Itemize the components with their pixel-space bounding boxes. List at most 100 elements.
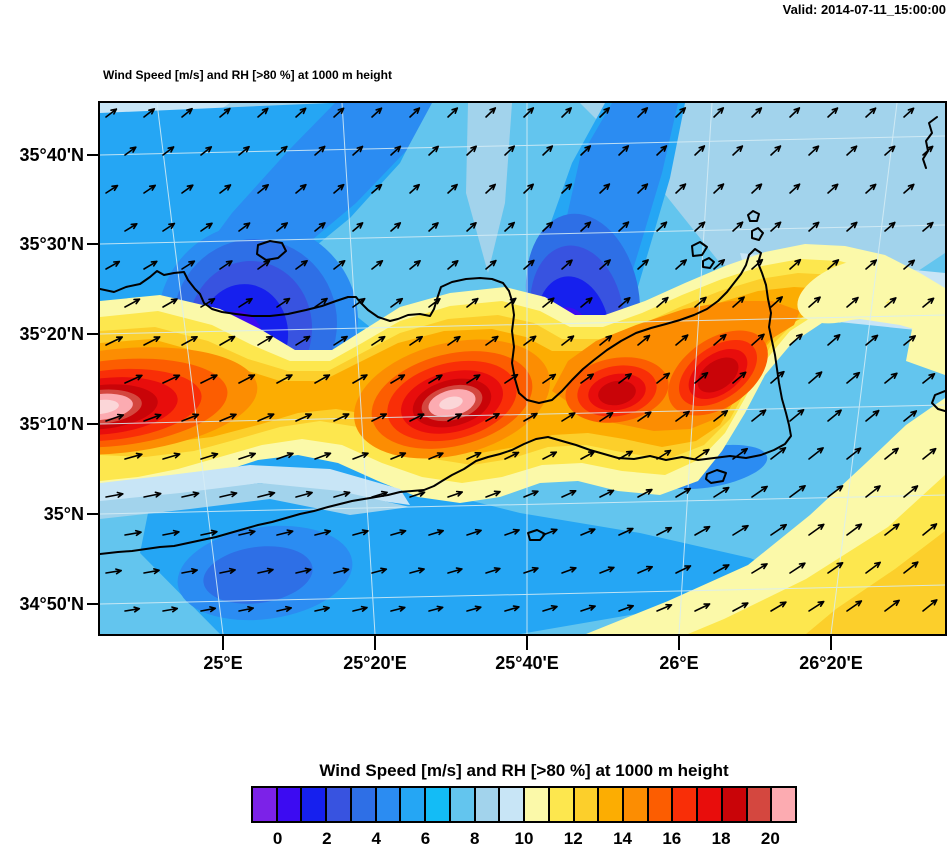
wind-arrow [713,183,725,194]
wind-arrow [276,145,288,156]
wind-arrow [656,372,671,384]
y-axis-tick [87,154,100,156]
wind-arrow [770,601,787,612]
x-axis-tick [222,635,224,650]
wind-arrow [333,413,350,422]
wind-arrow [618,145,630,156]
wind-arrow [561,490,577,498]
wind-arrow [466,605,482,612]
colorbar [251,786,797,823]
x-axis-tick [526,635,528,650]
wind-arrow [675,334,689,346]
wind-arrow [599,335,613,346]
wind-arrow [523,335,537,346]
wind-arrow [922,523,938,536]
wind-arrow [466,297,479,308]
wind-arrow [675,107,687,118]
x-axis-label: 25°20'E [343,653,407,673]
y-axis-label: 35°20'N [19,324,84,344]
wind-arrow [637,259,649,270]
wind-arrow [580,528,596,536]
wind-arrow [276,222,288,232]
wind-arrow [580,373,594,384]
wind-arrow [257,184,269,194]
wind-arrow [751,563,768,574]
y-axis-label: 34°50'N [19,594,84,614]
wind-arrow [409,567,425,574]
wind-arrow [257,413,275,422]
wind-arrow [371,335,386,346]
wind-arrow [485,335,499,346]
wind-arrow [124,452,143,460]
wind-arrow [827,107,839,118]
wind-arrow [219,335,236,346]
y-axis-label: 35°30'N [19,234,84,254]
wind-arrow [333,490,351,498]
wind-arrow [143,413,162,422]
wind-arrow [352,374,368,384]
wind-arrow [732,602,749,612]
wind-arrow [922,145,934,156]
wind-arrow [200,606,217,613]
wind-arrow [599,183,611,194]
wind-arrow [732,447,748,460]
wind-arrow [124,606,141,613]
wind-arrow [504,221,515,232]
wind-arrow [257,260,271,270]
wind-arrow [713,333,727,346]
wind-arrow [314,452,332,460]
wind-arrow [827,485,844,498]
colorbar-tick-label: 14 [613,829,632,848]
wind-arrow [105,413,124,422]
wind-arrow [561,335,575,346]
colorbar-segment [498,788,524,821]
wind-arrow [656,449,672,460]
wind-arrow [922,373,936,384]
wind-arrow [523,107,535,118]
wind-arrow [200,529,218,536]
wind-arrow [694,448,710,460]
wind-arrow [124,298,141,308]
wind-arrow [295,183,307,194]
wind-arrow [409,260,421,270]
wind-arrow [884,523,900,536]
wind-arrow [504,528,520,536]
wind-arrow [675,565,692,574]
wind-arrow [846,371,861,384]
wind-arrow [865,485,881,498]
wind-arrow [238,145,250,156]
wind-arrow [675,259,687,270]
wind-arrow [713,486,730,498]
wind-arrow [542,297,555,308]
wind-arrow [618,221,630,232]
wind-arrow [447,183,458,194]
wind-arrow [884,447,899,460]
wind-arrow [865,409,880,422]
wind-arrow [865,334,879,346]
wind-arrow [675,487,692,498]
wind-arrow [390,605,406,612]
wind-arrow [276,605,292,612]
wind-arrow [789,485,806,498]
wind-arrow [523,490,539,498]
wind-arrow [846,145,858,156]
wind-arrow [865,183,877,194]
wind-arrow [504,145,515,156]
wind-arrow [447,107,459,118]
wind-arrow [333,567,350,574]
wind-arrow [504,605,520,612]
wind-arrow [732,296,745,308]
wind-arrow [485,259,497,270]
wind-arrow [219,260,233,270]
x-axis-tick [830,635,832,650]
map-plot-area [98,101,947,636]
wind-arrow [542,451,558,460]
wind-arrow [713,107,725,118]
colorbar-title: Wind Speed [m/s] and RH [>80 %] at 1000 … [319,761,729,780]
wind-arrow [789,258,802,270]
wind-arrow [922,447,937,460]
wind-arrow [523,566,539,574]
wind-arrow [922,221,934,232]
colorbar-segment [424,788,449,821]
wind-arrow [295,107,307,118]
